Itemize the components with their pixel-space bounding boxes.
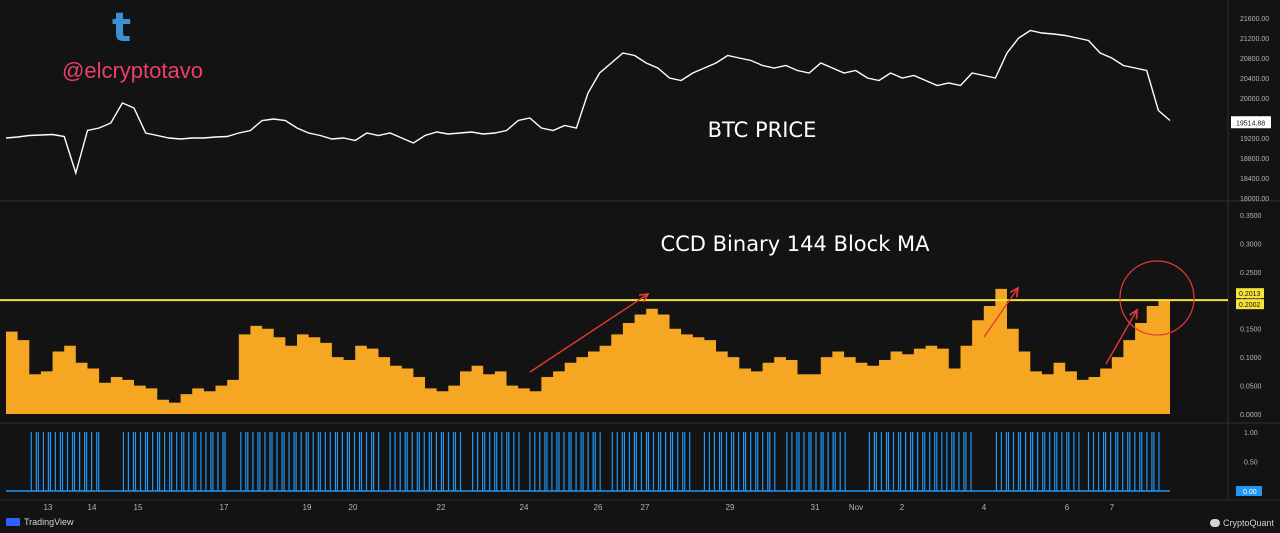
cryptoquant-brand[interactable]: CryptoQuant bbox=[1209, 518, 1274, 528]
x-tick-label: 29 bbox=[726, 503, 735, 512]
grid bbox=[0, 0, 1280, 501]
ccd-tick-label: 0.0500 bbox=[1240, 384, 1262, 391]
cryptoquant-label: CryptoQuant bbox=[1222, 518, 1274, 528]
x-tick-label: 15 bbox=[134, 503, 143, 512]
ccd-tick-label: 0.2500 bbox=[1240, 270, 1262, 277]
price-tick-label: 20400.00 bbox=[1240, 76, 1269, 83]
annotation-arrow bbox=[983, 288, 1018, 338]
annotation-circle bbox=[1119, 260, 1195, 336]
price-tick-label: 18400.00 bbox=[1240, 176, 1269, 183]
author-handle: @elcryptotavo bbox=[62, 58, 203, 83]
ccd-tick-label: 0.1500 bbox=[1240, 327, 1262, 334]
x-tick-label: 7 bbox=[1110, 503, 1115, 512]
price-last-value-tag bbox=[1231, 116, 1271, 129]
axes: 21600.00 21200.00 20800.00 20400.00 20000.00… bbox=[44, 16, 1271, 512]
price-tick-label: 21600.00 bbox=[1240, 16, 1269, 23]
ccd-chart-title: CCD Binary 144 Block MA bbox=[660, 232, 930, 256]
x-tick-label: Nov bbox=[849, 503, 863, 512]
ccd-tick-label: 0.3500 bbox=[1240, 213, 1262, 220]
annotation-arrow bbox=[1105, 310, 1137, 365]
price-panel bbox=[5, 29, 1171, 176]
binary-last-value-tag bbox=[1236, 486, 1262, 496]
x-tick-label: 26 bbox=[594, 503, 603, 512]
ccd-tick-label: 0.0000 bbox=[1240, 412, 1262, 419]
x-tick-label: 6 bbox=[1065, 503, 1070, 512]
binary-panel bbox=[6, 432, 1170, 492]
x-tick-label: 4 bbox=[982, 503, 987, 512]
threshold-value-label: 0.2013 bbox=[1239, 291, 1261, 298]
price-tick-label: 20000.00 bbox=[1240, 96, 1269, 103]
x-tick-label: 24 bbox=[520, 503, 529, 512]
x-tick-label: 19 bbox=[303, 503, 312, 512]
threshold-value-tag bbox=[1236, 288, 1264, 299]
ccd-tick-label: 0.3000 bbox=[1240, 241, 1262, 248]
price-tick-label: 20800.00 bbox=[1240, 56, 1269, 63]
x-tick-label: 31 bbox=[811, 503, 820, 512]
x-tick-label: 27 bbox=[641, 503, 650, 512]
tradingview-label: TradingView bbox=[24, 517, 74, 527]
threshold-value-tag bbox=[1236, 299, 1264, 310]
tumblr-logo-icon: t bbox=[112, 5, 132, 51]
price-last-value-label: 19514.88 bbox=[1236, 120, 1265, 127]
x-tick-label: 20 bbox=[349, 503, 358, 512]
x-tick-label: 13 bbox=[44, 503, 53, 512]
binary-tick-label: 0.50 bbox=[1244, 460, 1258, 467]
tradingview-brand[interactable]: TradingView bbox=[6, 517, 74, 527]
x-tick-label: 14 bbox=[88, 503, 97, 512]
ccd-panel bbox=[0, 288, 1228, 414]
price-tick-label: 21200.00 bbox=[1240, 36, 1269, 43]
threshold-value-label: 0.2002 bbox=[1239, 302, 1261, 309]
price-line bbox=[5, 29, 1171, 176]
binary-tick-label: 1.00 bbox=[1244, 430, 1258, 437]
x-tick-label: 2 bbox=[900, 503, 905, 512]
annotation-arrow bbox=[529, 294, 648, 373]
ccd-area bbox=[6, 288, 1170, 414]
cryptoquant-icon bbox=[1209, 519, 1220, 527]
x-tick-label: 17 bbox=[220, 503, 229, 512]
x-tick-label: 22 bbox=[437, 503, 446, 512]
price-chart-title: BTC PRICE bbox=[708, 118, 817, 142]
tradingview-icon bbox=[6, 518, 20, 526]
price-tick-label: 18800.00 bbox=[1240, 156, 1269, 163]
ccd-tick-label: 0.1000 bbox=[1240, 355, 1262, 362]
price-tick-label: 18000.00 bbox=[1240, 196, 1269, 203]
price-tick-label: 19200.00 bbox=[1240, 136, 1269, 143]
binary-last-value-label: 0.00 bbox=[1243, 489, 1257, 496]
annotations bbox=[529, 260, 1195, 373]
